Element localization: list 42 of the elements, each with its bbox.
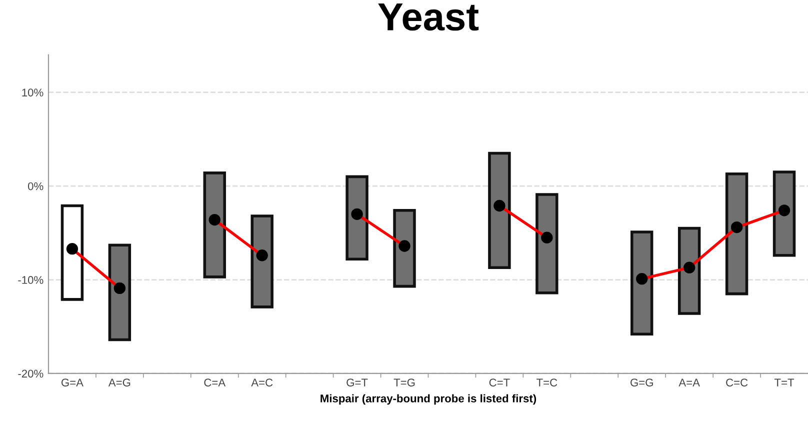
bar <box>203 172 226 278</box>
bar <box>630 230 654 336</box>
y-tick-label: -20% <box>18 370 44 378</box>
point <box>494 200 506 212</box>
x-tick-label: C=A <box>204 378 226 386</box>
x-tick-label: T=T <box>774 378 794 386</box>
point <box>636 272 648 285</box>
x-tick-label: C=T <box>489 378 510 386</box>
y-tick-label: -10% <box>18 276 44 284</box>
x-tick-label: C=C <box>726 378 748 386</box>
chart-title: Yeast <box>378 4 479 31</box>
point <box>541 232 553 244</box>
point <box>351 208 363 220</box>
point <box>66 242 78 255</box>
bar <box>536 193 558 294</box>
x-tick-label: T=G <box>394 378 415 386</box>
point <box>398 240 410 252</box>
point <box>114 282 126 294</box>
x-tick-label: A=C <box>251 378 273 386</box>
x-tick-label: G=T <box>346 378 368 386</box>
bar <box>346 175 368 261</box>
x-tick-label: G=G <box>630 378 653 386</box>
bar <box>250 214 274 308</box>
point <box>256 250 268 262</box>
bar <box>393 209 416 288</box>
bar <box>678 226 701 315</box>
point <box>208 214 220 226</box>
x-axis-title: Mispair (array-bound probe is listed first) <box>320 394 536 405</box>
y-tick-label: 0% <box>28 182 44 190</box>
y-tick-label: 10% <box>22 88 44 96</box>
x-tick-label: G=A <box>62 378 84 386</box>
point <box>778 204 790 216</box>
x-tick-label: T=C <box>536 378 558 386</box>
bar <box>488 152 511 269</box>
bar <box>725 172 748 296</box>
x-tick-label: A=A <box>678 378 700 386</box>
bar <box>60 204 84 301</box>
bar <box>772 170 796 257</box>
bar <box>108 244 132 342</box>
point <box>730 221 743 234</box>
point <box>683 262 696 274</box>
x-tick-label: A=G <box>108 378 130 386</box>
